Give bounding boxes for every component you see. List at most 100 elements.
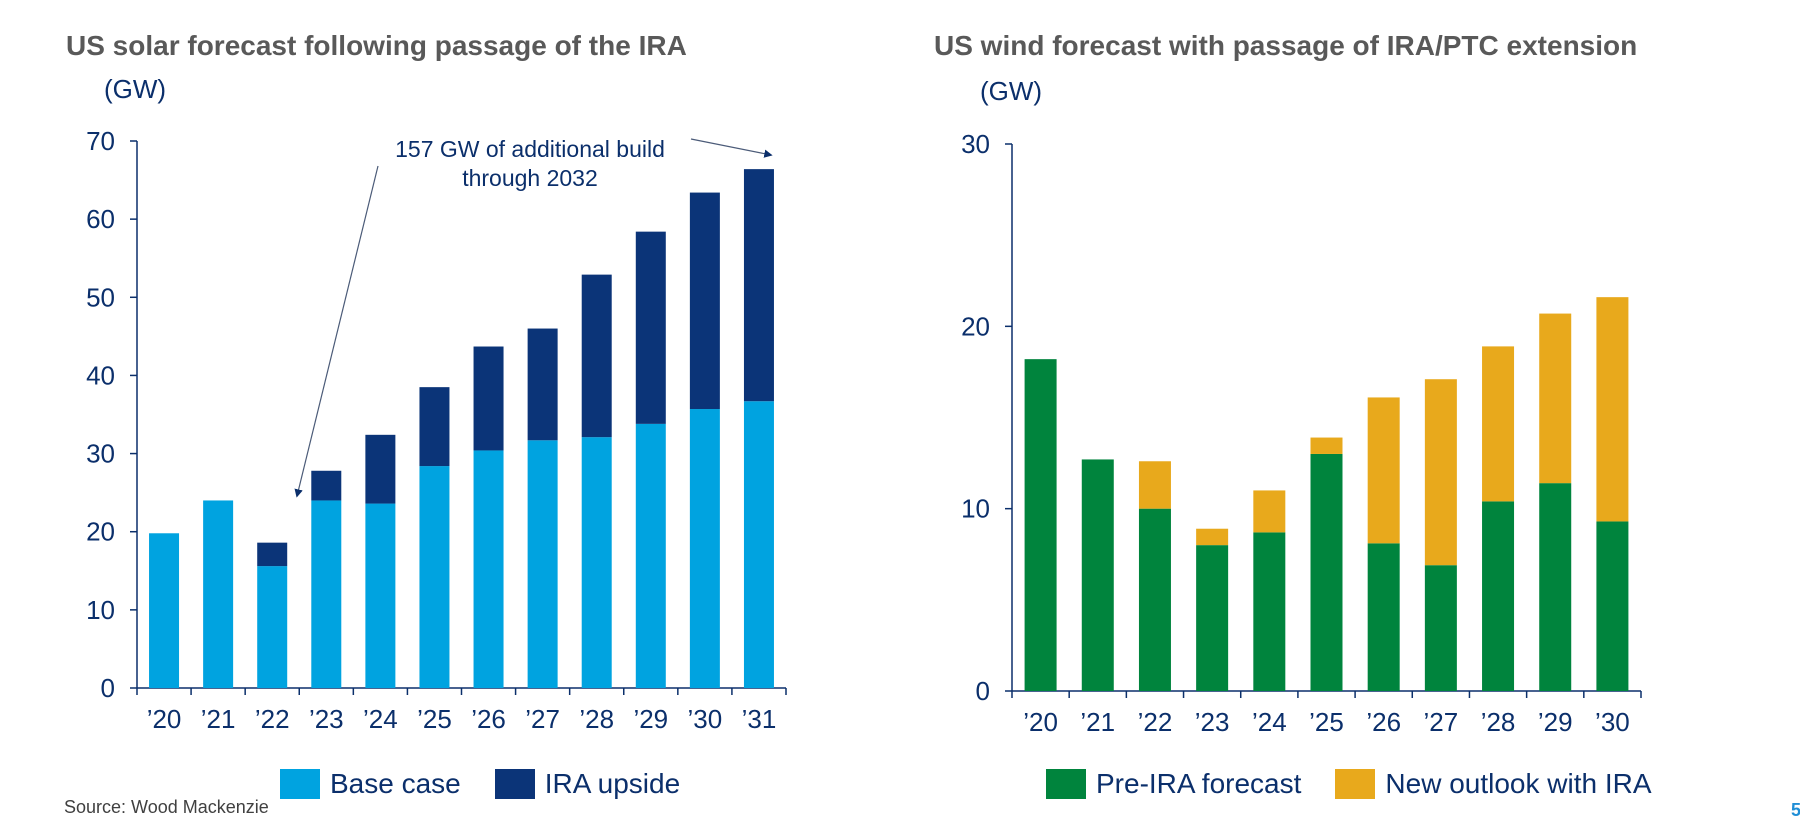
wind-bar-s2 — [1310, 437, 1343, 454]
wind-x-tick-label: ’29 — [1538, 707, 1573, 737]
solar-bar-s1 — [311, 500, 342, 688]
wind-bar-s1 — [1138, 508, 1171, 691]
solar-bar-s2 — [743, 169, 774, 402]
solar-x-tick-label: ’26 — [471, 704, 506, 734]
solar-chart-plot: 0 10 20 30 40 50 60 70 ’20 ’21 ’22 ’23 ’24 ’25 ’26 ’27 ’… — [86, 126, 787, 734]
solar-y-tick-label: 70 — [86, 126, 115, 156]
wind-bar-s2 — [1367, 397, 1400, 544]
wind-x-tick-label: ’24 — [1252, 707, 1287, 737]
wind-x-tick-label: ’23 — [1195, 707, 1230, 737]
wind-y-tick-label: 0 — [976, 676, 990, 706]
legend-item-new-outlook: New outlook with IRA — [1335, 768, 1652, 800]
solar-x-tick-label: ’25 — [417, 704, 452, 734]
solar-bar-s2 — [527, 328, 558, 441]
wind-y-tick-label: 30 — [961, 129, 990, 159]
solar-y-unit-label: (GW) — [104, 74, 167, 104]
wind-bar-s1 — [1482, 501, 1515, 691]
solar-annotation: 157 GW of additional build through 2032 — [395, 136, 665, 191]
wind-x-tick-label: ’22 — [1138, 707, 1173, 737]
solar-y-tick-label: 50 — [86, 282, 115, 312]
solar-bar-s2 — [689, 192, 720, 410]
solar-bar-s1 — [581, 437, 612, 688]
solar-x-tick-label: ’31 — [742, 704, 777, 734]
wind-bar-s1 — [1253, 532, 1286, 691]
wind-bar-s2 — [1539, 313, 1572, 484]
wind-bar-s2 — [1482, 346, 1515, 502]
wind-x-tick-label: ’30 — [1595, 707, 1630, 737]
wind-bar-s1 — [1081, 459, 1114, 691]
wind-x-tick-label: ’26 — [1366, 707, 1401, 737]
solar-bar-s2 — [581, 274, 612, 438]
wind-x-tick-label: ’20 — [1023, 707, 1058, 737]
solar-x-tick-label: ’24 — [363, 704, 398, 734]
solar-bar-s1 — [419, 466, 450, 688]
solar-y-tick-label: 20 — [86, 517, 115, 547]
wind-bar-s1 — [1367, 543, 1400, 691]
solar-x-tick-label: ’20 — [147, 704, 182, 734]
wind-bar-s1 — [1424, 565, 1457, 691]
wind-y-unit-label: (GW) — [980, 76, 1043, 106]
wind-x-tick-label: ’21 — [1080, 707, 1115, 737]
solar-y-tick-label: 60 — [86, 204, 115, 234]
solar-bar-s1 — [473, 450, 504, 688]
solar-x-tick-label: ’23 — [309, 704, 344, 734]
solar-bar-s2 — [419, 387, 450, 467]
annotation-arrow-left — [294, 165, 379, 498]
solar-bar-s1 — [203, 500, 234, 688]
solar-bar-s2 — [257, 542, 288, 567]
solar-bar-s2 — [473, 346, 504, 451]
wind-bar-s1 — [1024, 359, 1057, 691]
legend-item-pre-ira: Pre-IRA forecast — [1046, 768, 1301, 800]
solar-x-tick-label: ’27 — [525, 704, 560, 734]
solar-bar-s1 — [257, 566, 288, 688]
solar-y-tick-label: 10 — [86, 595, 115, 625]
legend-item-base-case: Base case — [280, 768, 461, 800]
solar-y-tick-label: 0 — [101, 673, 115, 703]
legend-label-new-outlook: New outlook with IRA — [1385, 768, 1652, 799]
wind-bar-s1 — [1596, 521, 1629, 691]
page-number: 5 — [1791, 800, 1800, 820]
source-note: Source: Wood Mackenzie — [64, 797, 269, 817]
wind-bar-s1 — [1310, 453, 1343, 691]
solar-bar-s2 — [635, 231, 666, 424]
solar-bar-s1 — [689, 409, 720, 688]
wind-bar-s1 — [1196, 545, 1229, 691]
wind-x-tick-label: ’25 — [1309, 707, 1344, 737]
wind-chart-title: US wind forecast with passage of IRA/PTC… — [934, 30, 1638, 61]
solar-bar-s1 — [635, 423, 666, 688]
solar-bar-s2 — [365, 434, 396, 504]
legend-label-pre-ira: Pre-IRA forecast — [1096, 768, 1302, 799]
legend-label-base-case: Base case — [330, 768, 461, 799]
solar-bar-s1 — [527, 440, 558, 688]
wind-bar-s2 — [1424, 379, 1457, 566]
legend-label-ira-upside: IRA upside — [544, 768, 681, 799]
solar-legend: Base case IRA upside — [280, 768, 700, 800]
legend-swatch-ira-upside — [494, 769, 535, 799]
solar-x-tick-label: ’30 — [688, 704, 723, 734]
wind-legend: Pre-IRA forecast New outlook with IRA — [1046, 768, 1672, 800]
wind-bar-s2 — [1196, 528, 1229, 546]
solar-bar-s1 — [149, 533, 180, 688]
solar-x-tick-label: ’29 — [633, 704, 668, 734]
wind-bar-s2 — [1596, 297, 1629, 522]
legend-swatch-pre-ira — [1046, 769, 1086, 799]
wind-x-tick-label: ’27 — [1424, 707, 1459, 737]
solar-y-tick-label: 30 — [86, 439, 115, 469]
legend-swatch-new-outlook — [1335, 769, 1376, 799]
solar-x-tick-label: ’21 — [201, 704, 236, 734]
solar-bar-s1 — [365, 503, 396, 688]
wind-bar-s2 — [1253, 490, 1286, 533]
solar-chart-panel: US solar forecast following passage of t… — [66, 30, 787, 800]
solar-x-tick-label: ’28 — [579, 704, 614, 734]
solar-chart-title: US solar forecast following passage of t… — [66, 30, 687, 61]
solar-bar-s1 — [743, 401, 774, 688]
wind-bar-s2 — [1138, 461, 1171, 509]
wind-bar-s1 — [1539, 483, 1572, 691]
solar-y-tick-label: 40 — [86, 360, 115, 390]
legend-item-ira-upside: IRA upside — [494, 768, 681, 800]
annotation-arrow-right — [690, 138, 773, 158]
wind-x-tick-label: ’28 — [1481, 707, 1516, 737]
wind-y-tick-label: 20 — [961, 311, 990, 341]
wind-y-tick-label: 10 — [961, 494, 990, 524]
solar-x-tick-label: ’22 — [255, 704, 290, 734]
